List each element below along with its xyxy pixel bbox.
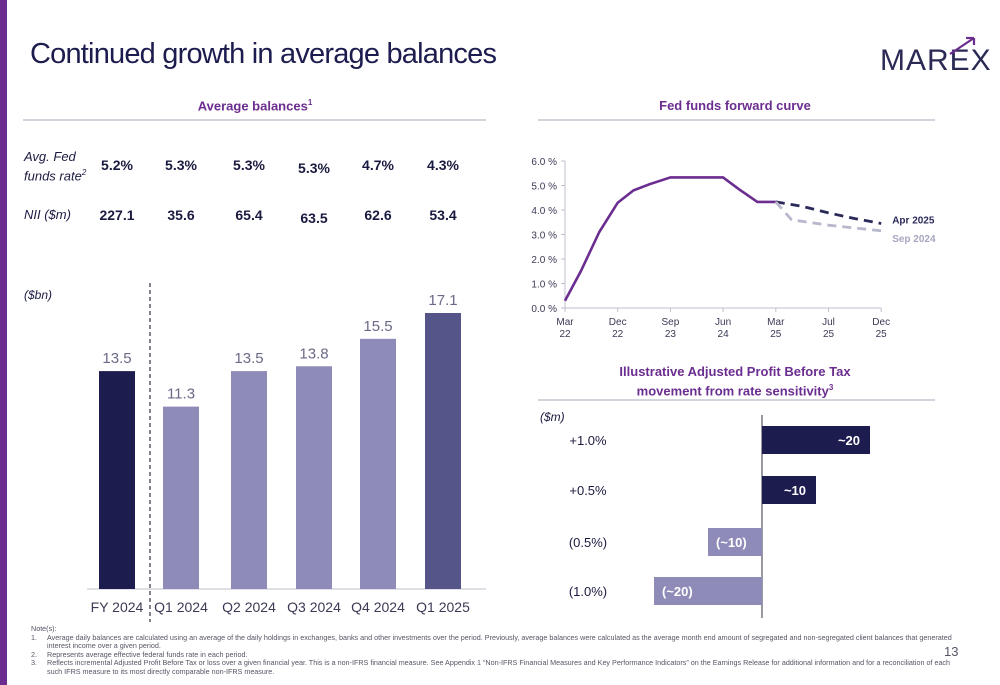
current-curve-line [563, 176, 776, 302]
sensitivity-value-label: (~10) [716, 535, 747, 550]
fed-rate-value: 5.3% [165, 157, 197, 173]
note-2: 2. Represents average effective federal f… [31, 649, 248, 659]
logo-text: MAREX [880, 44, 992, 77]
sep-2024-curve-line [774, 200, 882, 233]
sensitivity-heading-rule [538, 399, 935, 401]
fed-rate-value: 5.3% [233, 157, 265, 173]
right-heading-rule [538, 119, 935, 121]
sensitivity-value-label: ~10 [784, 483, 806, 498]
y-tick-label: 1.0 % [531, 280, 557, 291]
m-unit-label: ($m) [540, 410, 565, 424]
y-tick-label: 5.0 % [531, 182, 557, 193]
y-tick-label: 0.0 % [531, 304, 557, 315]
sensitivity-value-label: (~20) [662, 584, 693, 599]
y-tick-label: 2.0 % [531, 255, 557, 266]
sensitivity-bar [762, 426, 870, 454]
bn-unit-label: ($bn) [24, 288, 53, 302]
sensitivity-category-label: (0.5%) [569, 535, 607, 550]
balance-bar [296, 366, 332, 589]
nii-value: 63.5 [300, 210, 328, 226]
notes-heading: Note(s): [31, 624, 57, 633]
note-1: 1. Average daily balances are calculated … [31, 632, 952, 651]
sensitivity-bar [708, 528, 762, 556]
sensitivity-heading: Illustrative Adjusted Profit Before Tax … [619, 364, 851, 399]
bar-value-label: 13.8 [299, 345, 328, 362]
apr-2025-curve-line [775, 200, 882, 225]
left-accent-bar [0, 0, 7, 685]
x-tick-label: Jun 24 [715, 317, 731, 340]
y-tick-label: 4.0 % [531, 206, 557, 217]
sensitivity-bar [654, 577, 762, 605]
y-tick-label: 3.0 % [531, 231, 557, 242]
sensitivity-category-label: +1.0% [569, 433, 607, 448]
logo-mark-icon [949, 36, 976, 55]
series-label: Sep 2024 [892, 234, 936, 245]
sensitivity-value-label: ~20 [838, 433, 860, 448]
x-tick-label: Sep 23 [662, 317, 680, 340]
balance-bar [231, 371, 267, 589]
nii-label: NII ($m) [24, 207, 71, 222]
page-number: 13 [944, 644, 959, 659]
fed-rate-label: Avg. Fed funds rate2 [24, 149, 87, 184]
bar-category-label: Q1 2024 [154, 599, 208, 615]
bar-category-label: Q1 2025 [416, 599, 470, 615]
y-tick-label: 6.0 % [531, 157, 557, 168]
balance-bar [99, 371, 135, 589]
nii-value: 35.6 [167, 207, 195, 223]
average-balances-bar-chart: 13.5 FY 2024 11.3 Q1 2024 13.5 Q2 2024 13.8 Q3 … [87, 283, 486, 622]
rate-sensitivity-bar-chart: ~20 +1.0% ~10 +0.5% (~10) (0.5%) (~20) (1.0%) [569, 415, 870, 618]
x-tick-label: Mar 25 [767, 317, 785, 340]
nii-value: 62.6 [364, 207, 392, 223]
page-title: Continued growth in average balances [30, 38, 497, 70]
bar-category-label: Q3 2024 [287, 599, 341, 615]
x-tick-label: Jul 25 [822, 317, 835, 340]
bar-value-label: 13.5 [234, 350, 263, 367]
footnotes: Note(s): 1. Average daily balances are ca… [31, 624, 961, 677]
fed-rate-value: 4.3% [427, 157, 459, 173]
bar-value-label: 15.5 [363, 318, 392, 335]
marex-logo: MAREX [880, 36, 991, 77]
fed-rate-value: 5.3% [298, 160, 330, 176]
balance-bar [360, 338, 396, 589]
nii-value: 53.4 [429, 207, 457, 223]
x-tick-label: Dec 22 [609, 317, 627, 340]
x-tick-label: Mar 22 [556, 317, 574, 340]
series-label: Apr 2025 [892, 215, 935, 226]
fed-rate-value: 5.2% [101, 157, 133, 173]
sensitivity-category-label: (1.0%) [569, 584, 607, 599]
bar-category-label: FY 2024 [91, 599, 144, 615]
nii-value: 65.4 [235, 207, 263, 223]
balance-bar [163, 406, 199, 589]
left-heading-rule [23, 119, 486, 121]
bar-category-label: Q2 2024 [222, 599, 276, 615]
bar-category-label: Q4 2024 [351, 599, 405, 615]
bar-value-label: 13.5 [102, 350, 131, 367]
sensitivity-bar [762, 476, 816, 504]
balance-bar [425, 313, 461, 589]
x-tick-label: Dec 25 [872, 317, 890, 340]
average-balances-heading: Average balances1 [197, 98, 313, 114]
sensitivity-category-label: +0.5% [569, 483, 607, 498]
fed-forward-curve-chart: 0.0 % 1.0 % 2.0 % 3.0 % 4.0 % 5.0 % 6.0 % Mar 22… [531, 157, 936, 340]
bar-value-label: 11.3 [167, 386, 195, 403]
bar-value-label: 17.1 [428, 292, 457, 309]
note-3: 3. Reflects incremental Adjusted Profit B… [31, 658, 951, 676]
fed-curve-heading: Fed funds forward curve [659, 98, 811, 113]
nii-value: 227.1 [99, 207, 135, 223]
fed-rate-value: 4.7% [362, 157, 394, 173]
